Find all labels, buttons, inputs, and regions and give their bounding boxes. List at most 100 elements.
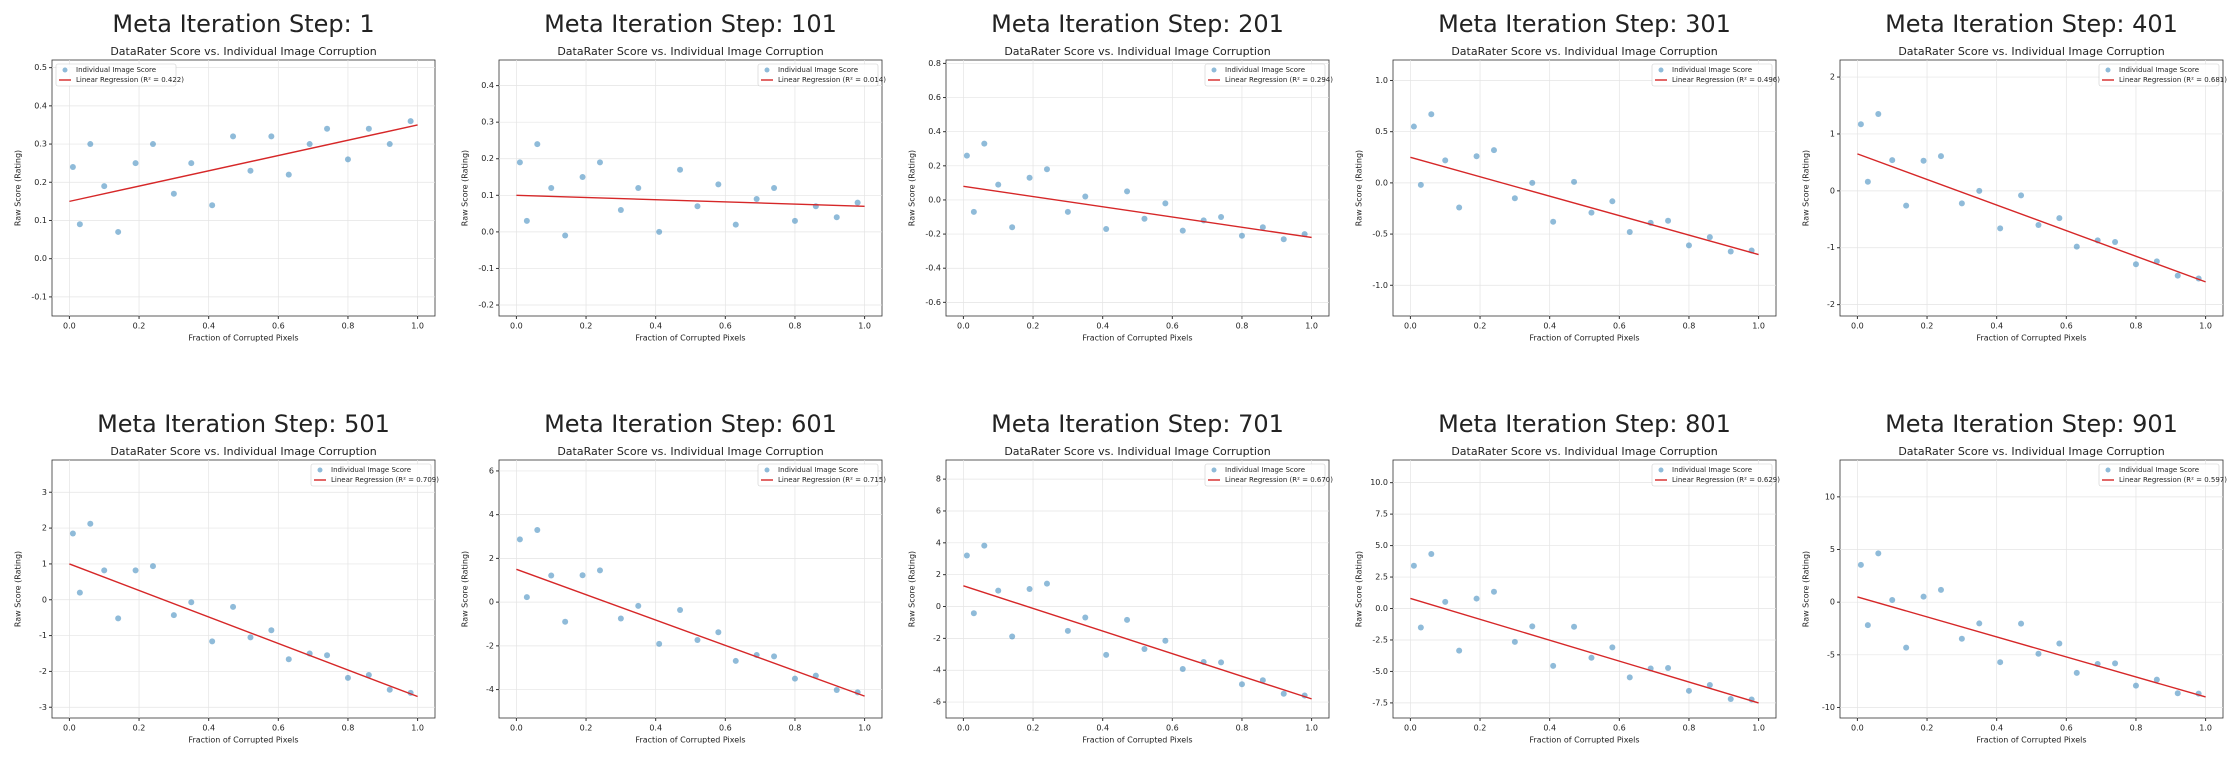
scatter-point [1490, 147, 1497, 154]
y-tick-label: -4 [486, 685, 494, 694]
x-tick-label: 0.8 [1236, 724, 1249, 733]
x-tick-label: 0.6 [719, 322, 732, 331]
y-tick-label: -3 [39, 703, 47, 712]
y-tick-label: -6 [933, 698, 941, 707]
y-tick-label: 2 [1830, 73, 1835, 82]
scatter-point [1997, 225, 2004, 232]
subplot: Meta Iteration Step: 201 DataRater Score … [908, 10, 1334, 343]
y-tick-label: 0.1 [481, 191, 494, 200]
plot-title: DataRater Score vs. Individual Image Cor… [557, 445, 823, 458]
x-tick-label: 0.6 [2060, 724, 2073, 733]
scatter-point [753, 195, 760, 202]
scatter-point [188, 160, 195, 167]
panel-title: Meta Iteration Step: 201 [991, 10, 1284, 38]
scatter-point [1706, 234, 1713, 241]
scatter-point [1009, 633, 1016, 640]
subplot: Meta Iteration Step: 701 DataRater Score … [908, 410, 1334, 745]
scatter-point [1026, 586, 1033, 592]
scatter-point [1609, 644, 1616, 651]
scatter-point [1410, 123, 1417, 130]
x-tick-label: 0.4 [1543, 724, 1556, 733]
plot-area [51, 459, 436, 719]
x-tick-label: 1.0 [1752, 724, 1765, 733]
x-tick-label: 0.0 [63, 724, 76, 733]
legend-label: Linear Regression (R² = 0.422) [76, 76, 184, 84]
panel-title: Meta Iteration Step: 601 [544, 410, 837, 438]
y-tick-label: 0.4 [481, 81, 494, 90]
x-tick-label: 1.0 [1752, 322, 1765, 331]
scatter-point [516, 536, 523, 543]
plot-area [51, 59, 436, 317]
scatter-point [407, 118, 414, 125]
scatter-point [76, 221, 83, 228]
scatter-point [791, 675, 798, 682]
panel-title: Meta Iteration Step: 801 [1438, 410, 1731, 438]
legend-box [2098, 463, 2220, 487]
subplot: Meta Iteration Step: 901 DataRater Score … [1802, 410, 2228, 745]
y-tick-label: 0 [1830, 598, 1835, 607]
scatter-point [2174, 272, 2181, 279]
y-tick-label: 10.0 [1370, 478, 1388, 487]
x-tick-label: 0.2 [133, 322, 146, 331]
scatter-point [2018, 620, 2025, 627]
scatter-point [1082, 193, 1089, 200]
panel-title: Meta Iteration Step: 501 [97, 410, 390, 438]
regression-line [1857, 153, 2206, 283]
scatter-point [344, 674, 351, 681]
scatter-point [1026, 174, 1033, 181]
scatter-point [1473, 153, 1480, 160]
scatter-point [1875, 550, 1882, 557]
plot-title: DataRater Score vs. Individual Image Cor… [557, 45, 823, 58]
scatter-point [1082, 614, 1089, 621]
scatter-point [188, 599, 195, 606]
legend-box [310, 463, 432, 487]
scatter-point [1571, 178, 1578, 185]
scatter-point [101, 567, 108, 574]
scatter-point [1588, 654, 1595, 661]
y-tick-label: 1 [42, 559, 47, 568]
scatter-point [534, 526, 541, 533]
scatter-point [812, 672, 819, 679]
scatter-point [170, 612, 177, 619]
scatter-point [247, 634, 254, 641]
scatter-point [1280, 236, 1287, 243]
scatter-point [1937, 153, 1944, 160]
y-tick-label: 0.5 [34, 63, 47, 72]
panel-title: Meta Iteration Step: 701 [991, 410, 1284, 438]
x-tick-label: 0.4 [649, 724, 662, 733]
legend-marker [764, 467, 770, 473]
scatter-point [771, 185, 778, 191]
y-tick-label: 0.4 [928, 127, 941, 136]
scatter-point [324, 125, 331, 132]
x-tick-label: 0.6 [1613, 322, 1626, 331]
x-tick-label: 1.0 [858, 724, 871, 733]
legend-label: Linear Regression (R² = 0.629) [1672, 476, 1780, 484]
regression-line [1410, 156, 1759, 256]
scatter-point [516, 159, 523, 166]
x-tick-label: 0.8 [1236, 322, 1249, 331]
y-tick-label: 0.5 [1375, 127, 1388, 136]
x-tick-label: 0.6 [1166, 322, 1179, 331]
scatter-point [69, 530, 76, 537]
y-tick-label: -0.5 [1372, 230, 1388, 239]
scatter-point [2035, 221, 2042, 228]
scatter-point [963, 152, 970, 159]
scatter-point [1417, 181, 1424, 188]
legend-marker [1658, 467, 1664, 473]
scatter-point [1571, 623, 1578, 630]
x-tick-label: 1.0 [2199, 322, 2212, 331]
scatter-point [694, 636, 701, 643]
x-tick-label: 1.0 [1305, 322, 1318, 331]
legend-box [757, 463, 879, 487]
scatter-point [87, 520, 94, 527]
y-tick-label: 2 [489, 554, 494, 563]
y-tick-label: -1 [39, 631, 47, 640]
scatter-point [1280, 690, 1287, 697]
legend-box [55, 63, 177, 87]
scatter-point [562, 618, 569, 625]
scatter-point [285, 171, 292, 178]
scatter-point [635, 602, 642, 609]
panel-title: Meta Iteration Step: 1 [112, 10, 374, 38]
x-tick-label: 0.0 [957, 322, 970, 331]
